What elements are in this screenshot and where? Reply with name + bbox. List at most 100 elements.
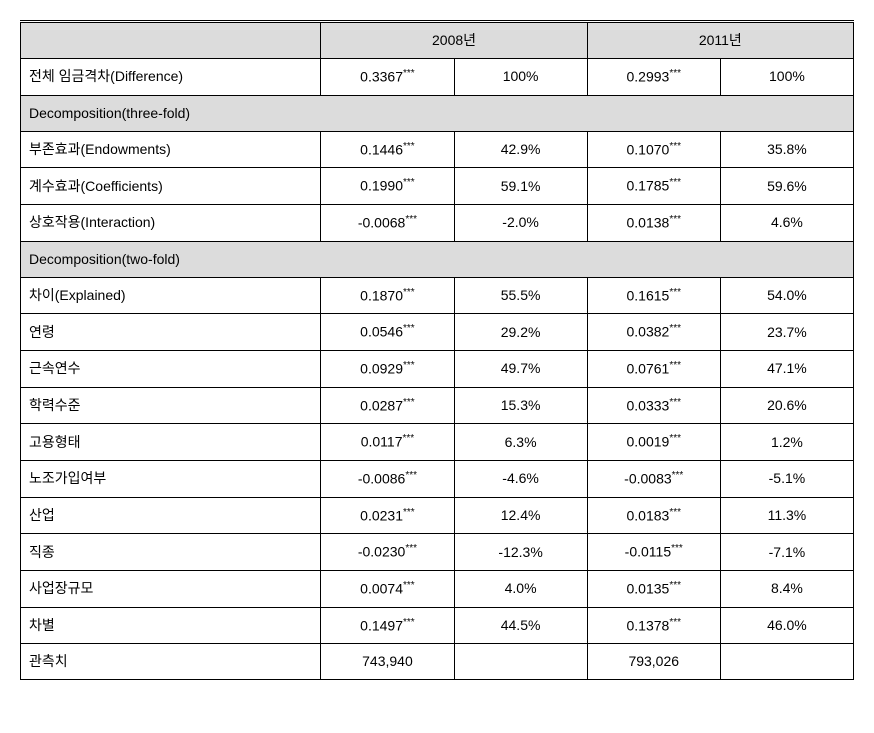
row-label: 학력수준 bbox=[21, 387, 321, 424]
cell-value: -0.0230*** bbox=[321, 534, 454, 571]
cell-value: -5.1% bbox=[720, 460, 853, 497]
cell-value: 29.2% bbox=[454, 314, 587, 351]
significance-stars: *** bbox=[669, 323, 681, 334]
section-row: Decomposition(three-fold) bbox=[21, 95, 854, 131]
cell-value: 1.2% bbox=[720, 424, 853, 461]
cell-value: 0.1070*** bbox=[587, 131, 720, 168]
row-label: 산업 bbox=[21, 497, 321, 534]
table-body: 전체 임금격차(Difference)0.3367***100%0.2993**… bbox=[21, 59, 854, 680]
row-label: 근속연수 bbox=[21, 350, 321, 387]
significance-stars: *** bbox=[672, 470, 684, 481]
cell-value: 0.3367*** bbox=[321, 59, 454, 96]
header-year-2011: 2011년 bbox=[587, 22, 853, 59]
row-label: 차이(Explained) bbox=[21, 277, 321, 314]
cell-value: 44.5% bbox=[454, 607, 587, 644]
significance-stars: *** bbox=[669, 360, 681, 371]
cell-value: 0.0231*** bbox=[321, 497, 454, 534]
cell-value: 100% bbox=[454, 59, 587, 96]
significance-stars: *** bbox=[405, 543, 417, 554]
cell-value: -0.0115*** bbox=[587, 534, 720, 571]
significance-stars: *** bbox=[403, 68, 415, 79]
cell-value: 42.9% bbox=[454, 131, 587, 168]
cell-value: 54.0% bbox=[720, 277, 853, 314]
cell-value: 15.3% bbox=[454, 387, 587, 424]
table-row: 산업0.0231***12.4%0.0183***11.3% bbox=[21, 497, 854, 534]
cell-value: 0.1615*** bbox=[587, 277, 720, 314]
row-label: 전체 임금격차(Difference) bbox=[21, 59, 321, 96]
cell-value: 0.0135*** bbox=[587, 570, 720, 607]
cell-value: 0.0761*** bbox=[587, 350, 720, 387]
significance-stars: *** bbox=[669, 287, 681, 298]
cell-value: -0.0086*** bbox=[321, 460, 454, 497]
cell-value: -12.3% bbox=[454, 534, 587, 571]
cell-value: 55.5% bbox=[454, 277, 587, 314]
cell-value: 0.0019*** bbox=[587, 424, 720, 461]
cell-value: 35.8% bbox=[720, 131, 853, 168]
row-label: 관측치 bbox=[21, 644, 321, 680]
significance-stars: *** bbox=[403, 397, 415, 408]
cell-value: 20.6% bbox=[720, 387, 853, 424]
cell-value: 59.1% bbox=[454, 168, 587, 205]
significance-stars: *** bbox=[403, 323, 415, 334]
significance-stars: *** bbox=[671, 543, 683, 554]
cell-value bbox=[454, 644, 587, 680]
table-row: 차이(Explained)0.1870***55.5%0.1615***54.0… bbox=[21, 277, 854, 314]
table-row: 고용형태0.0117***6.3%0.0019***1.2% bbox=[21, 424, 854, 461]
significance-stars: *** bbox=[403, 141, 415, 152]
cell-value: 6.3% bbox=[454, 424, 587, 461]
significance-stars: *** bbox=[669, 507, 681, 518]
significance-stars: *** bbox=[403, 507, 415, 518]
significance-stars: *** bbox=[669, 177, 681, 188]
cell-value: 0.0382*** bbox=[587, 314, 720, 351]
cell-value: 49.7% bbox=[454, 350, 587, 387]
cell-value: 0.1990*** bbox=[321, 168, 454, 205]
row-label: 직종 bbox=[21, 534, 321, 571]
cell-value: 8.4% bbox=[720, 570, 853, 607]
significance-stars: *** bbox=[669, 617, 681, 628]
row-label: 차별 bbox=[21, 607, 321, 644]
significance-stars: *** bbox=[669, 397, 681, 408]
cell-value: 0.1870*** bbox=[321, 277, 454, 314]
significance-stars: *** bbox=[405, 470, 417, 481]
significance-stars: *** bbox=[402, 433, 414, 444]
table-row: 연령0.0546***29.2%0.0382***23.7% bbox=[21, 314, 854, 351]
table-row: 직종-0.0230***-12.3%-0.0115***-7.1% bbox=[21, 534, 854, 571]
cell-value: 59.6% bbox=[720, 168, 853, 205]
cell-value: 0.0546*** bbox=[321, 314, 454, 351]
section-label: Decomposition(three-fold) bbox=[21, 95, 854, 131]
table-row: 관측치743,940 793,026 bbox=[21, 644, 854, 680]
significance-stars: *** bbox=[403, 580, 415, 591]
table-row: 전체 임금격차(Difference)0.3367***100%0.2993**… bbox=[21, 59, 854, 96]
row-label: 노조가입여부 bbox=[21, 460, 321, 497]
cell-value: -2.0% bbox=[454, 204, 587, 241]
significance-stars: *** bbox=[669, 433, 681, 444]
section-label: Decomposition(two-fold) bbox=[21, 241, 854, 277]
cell-value: 100% bbox=[720, 59, 853, 96]
cell-value: -0.0083*** bbox=[587, 460, 720, 497]
decomposition-table: 2008년 2011년 전체 임금격차(Difference)0.3367***… bbox=[20, 20, 854, 680]
cell-value: 11.3% bbox=[720, 497, 853, 534]
cell-value: 0.0183*** bbox=[587, 497, 720, 534]
table-row: 상호작용(Interaction)-0.0068***-2.0%0.0138**… bbox=[21, 204, 854, 241]
table-row: 부존효과(Endowments)0.1446***42.9%0.1070***3… bbox=[21, 131, 854, 168]
cell-value: -7.1% bbox=[720, 534, 853, 571]
cell-value: 23.7% bbox=[720, 314, 853, 351]
cell-value: 4.0% bbox=[454, 570, 587, 607]
table-header: 2008년 2011년 bbox=[21, 22, 854, 59]
row-label: 고용형태 bbox=[21, 424, 321, 461]
section-row: Decomposition(two-fold) bbox=[21, 241, 854, 277]
cell-value: 0.0138*** bbox=[587, 204, 720, 241]
significance-stars: *** bbox=[669, 68, 681, 79]
row-label: 사업장규모 bbox=[21, 570, 321, 607]
cell-value: 0.0074*** bbox=[321, 570, 454, 607]
significance-stars: *** bbox=[669, 141, 681, 152]
cell-value: 0.0287*** bbox=[321, 387, 454, 424]
cell-value: 743,940 bbox=[321, 644, 454, 680]
cell-value: 793,026 bbox=[587, 644, 720, 680]
significance-stars: *** bbox=[403, 360, 415, 371]
significance-stars: *** bbox=[403, 287, 415, 298]
table-row: 차별0.1497***44.5%0.1378***46.0% bbox=[21, 607, 854, 644]
row-label: 계수효과(Coefficients) bbox=[21, 168, 321, 205]
significance-stars: *** bbox=[669, 214, 681, 225]
table-row: 사업장규모0.0074***4.0%0.0135***8.4% bbox=[21, 570, 854, 607]
